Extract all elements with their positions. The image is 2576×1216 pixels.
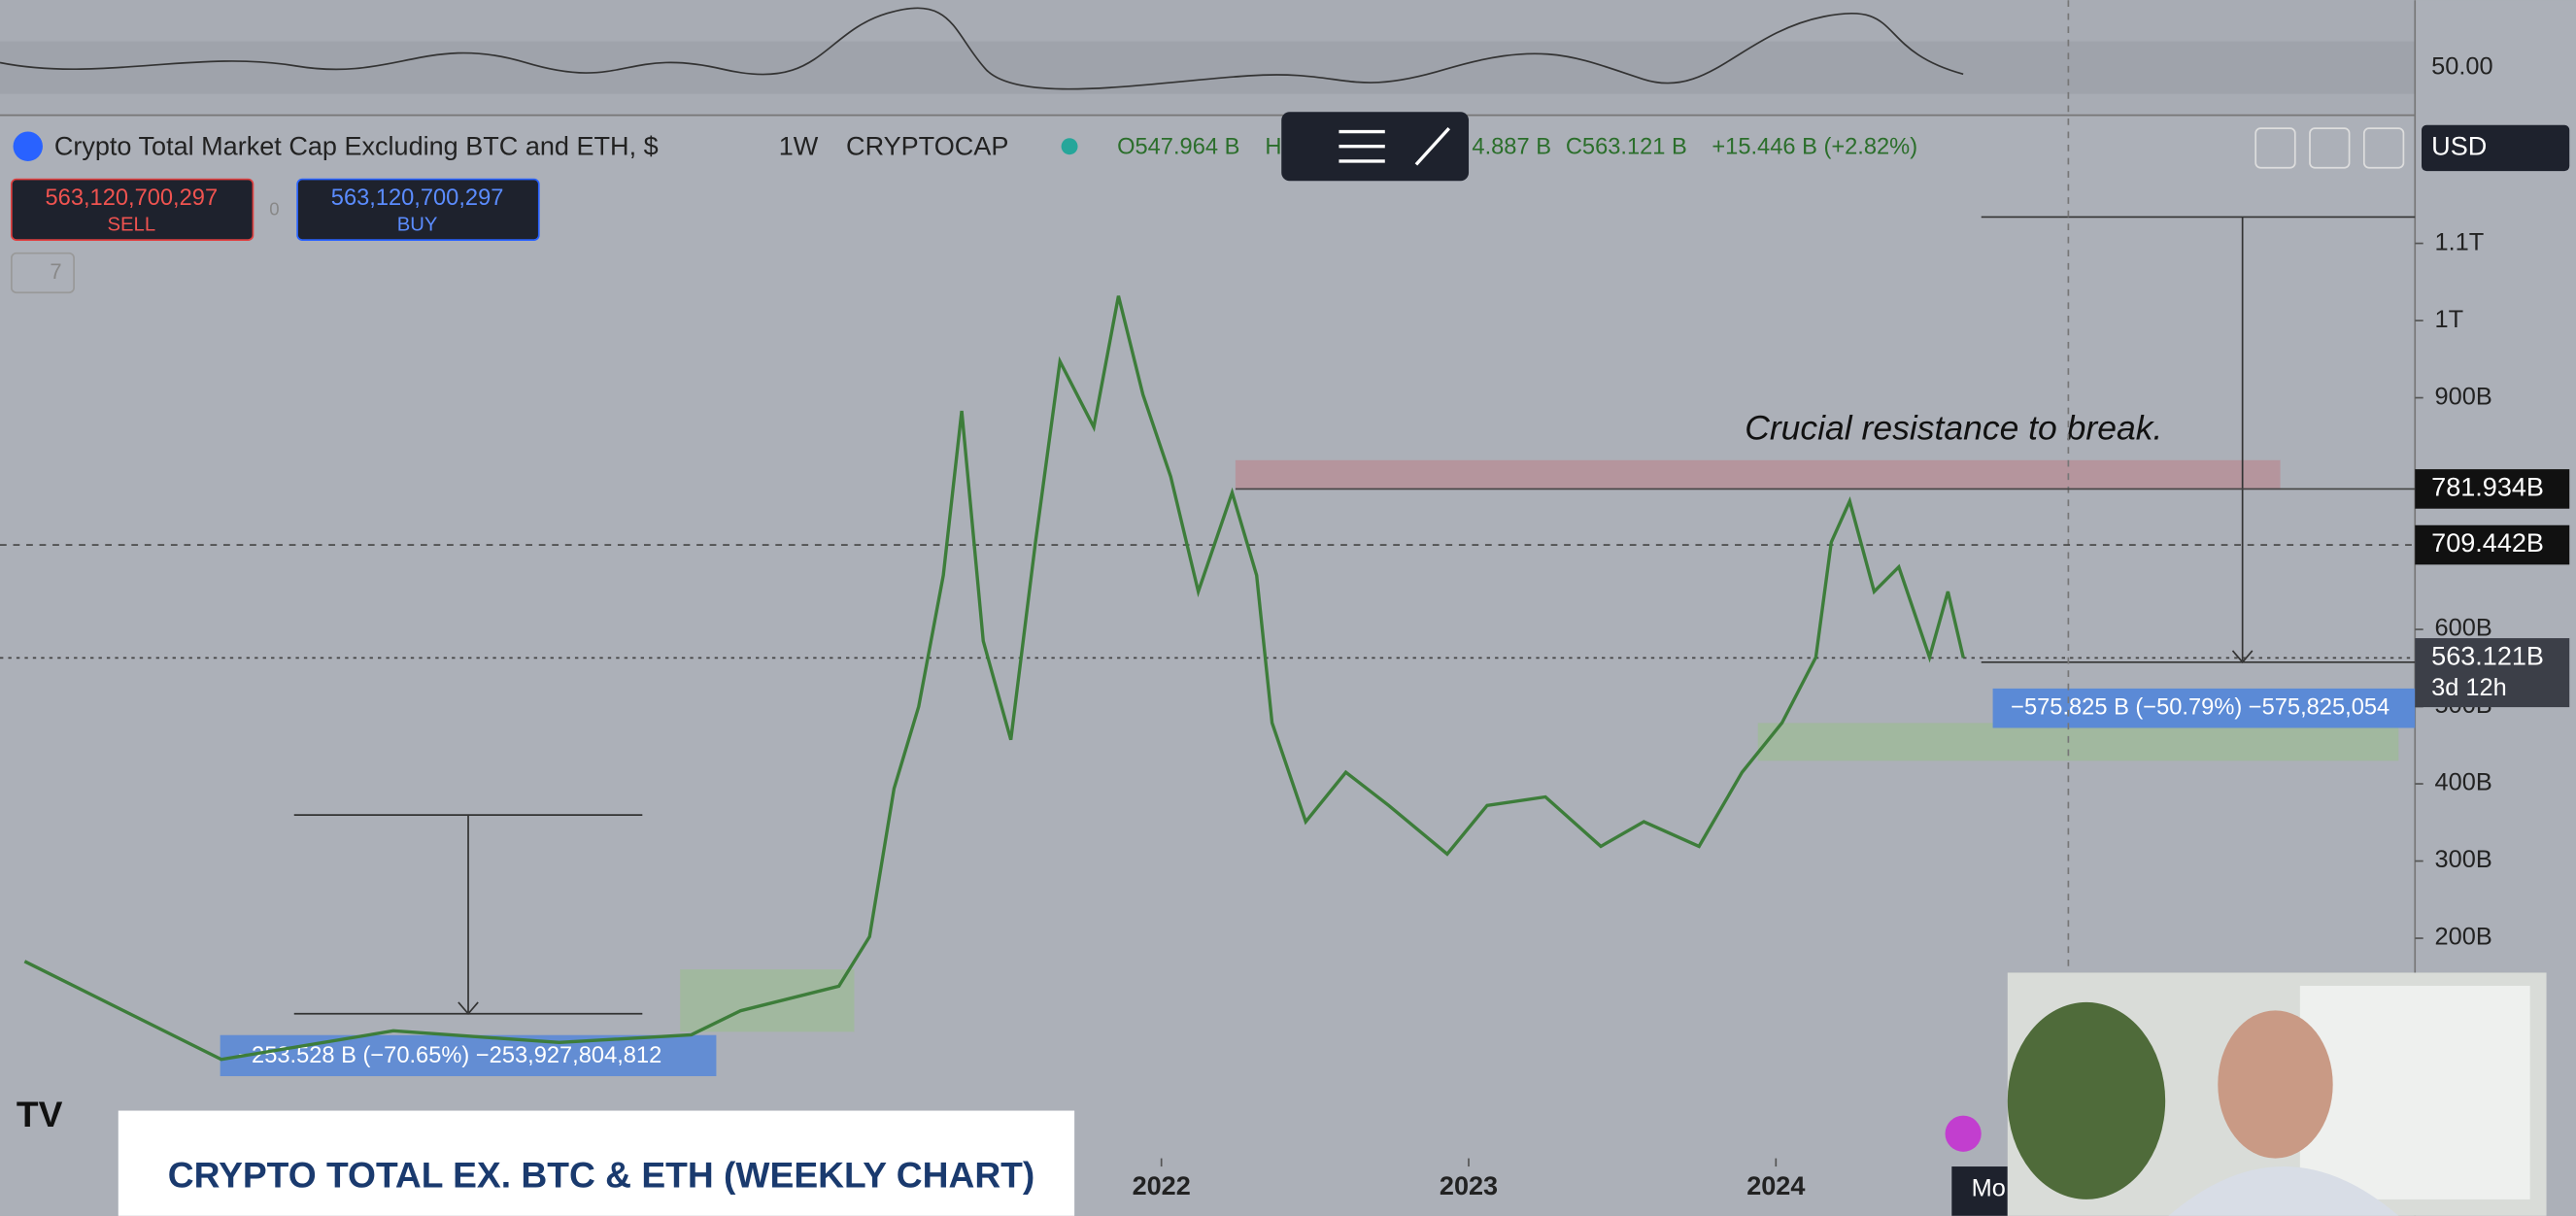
price-label: 563.121B xyxy=(2431,642,2544,671)
price-label: 781.934B xyxy=(2431,473,2544,502)
tab[interactable] xyxy=(1951,1166,2008,1216)
sell-button[interactable] xyxy=(10,178,254,241)
measure-lines xyxy=(1981,216,2416,664)
y-tick-label: 900B xyxy=(2435,383,2492,410)
symbol-icon xyxy=(13,131,43,161)
support-zone xyxy=(1757,723,2399,761)
webcam-window xyxy=(2299,986,2530,1199)
y-tick-label: 600B xyxy=(2435,615,2492,642)
price-line xyxy=(23,295,1965,1062)
interval: 1W xyxy=(779,132,819,161)
collapse-button[interactable] xyxy=(10,252,75,294)
tab-label: Mo xyxy=(1972,1174,2006,1201)
currency: USD xyxy=(2431,132,2487,161)
measure-box xyxy=(220,1034,717,1077)
symbol: Crypto Total Market Cap Excluding BTC an… xyxy=(54,132,659,161)
y-tick-label: 300B xyxy=(2435,846,2492,873)
exchange: CRYPTOCAP xyxy=(846,132,1008,161)
sell-label: SELL xyxy=(107,214,155,235)
ohlc-open: O547.964 B xyxy=(1117,135,1239,160)
resistance-zone xyxy=(1235,459,2281,490)
y-tick-label: 400B xyxy=(2435,769,2492,796)
ohlc-close: C563.121 B xyxy=(1566,135,1687,160)
y-tick-label: 200B xyxy=(2435,924,2492,951)
buy-label: BUY xyxy=(397,214,438,235)
measure-box xyxy=(1992,688,2416,728)
rsi-line xyxy=(0,7,1964,90)
webcam-person xyxy=(2218,1010,2333,1159)
x-tick-label: 2023 xyxy=(1440,1171,1498,1200)
collapse-count: 7 xyxy=(50,259,61,284)
spread: 0 xyxy=(269,199,279,220)
measure-label: −575.825 B (−50.79%) −575,825,054 xyxy=(2011,694,2390,720)
buy-button[interactable] xyxy=(296,178,540,241)
line-tool-icon[interactable] xyxy=(1414,126,1451,166)
measure-lines xyxy=(293,814,643,1016)
y-tick-label: 1T xyxy=(2435,306,2464,333)
x-tick-label: 2022 xyxy=(1133,1171,1191,1200)
price-label: 709.442B xyxy=(2431,528,2544,557)
button[interactable] xyxy=(2254,127,2296,169)
buy-price: 563,120,700,297 xyxy=(331,186,504,211)
annotation: Crucial resistance to break. xyxy=(1745,409,2162,448)
webcam-plant xyxy=(2007,1001,2166,1199)
countdown: 3d 12h xyxy=(2431,674,2507,701)
base-zone xyxy=(680,969,855,1032)
button[interactable] xyxy=(2362,127,2405,169)
toolbar-icon xyxy=(1339,129,1385,163)
rsi-band xyxy=(0,41,2416,94)
title-banner xyxy=(118,1110,1075,1216)
button[interactable] xyxy=(2309,127,2351,169)
currency-select[interactable] xyxy=(2422,124,2570,172)
price-label-box xyxy=(2415,638,2570,708)
price-label-box xyxy=(2415,469,2570,509)
measure-label: −253.528 B (−70.65%) −253,927,804,812 xyxy=(238,1043,661,1068)
rsi-label: 50.00 xyxy=(2431,52,2492,80)
y-tick-label: 1.1T xyxy=(2435,228,2485,255)
ohlc-high-rest: 4.887 B xyxy=(1472,135,1551,160)
icon[interactable] xyxy=(1945,1115,1982,1152)
status-dot xyxy=(1061,138,1078,155)
ohlc-change: +15.446 B (+2.82%) xyxy=(1712,135,1917,160)
logo: TV xyxy=(17,1094,63,1134)
ohlc-high: H xyxy=(1265,135,1281,160)
x-tick-label: 2024 xyxy=(1746,1171,1805,1200)
price-label-box xyxy=(2415,524,2570,565)
sell-price: 563,120,700,297 xyxy=(46,186,219,211)
chart-title: CRYPTO TOTAL EX. BTC & ETH (WEEKLY CHART… xyxy=(168,1155,1035,1196)
webcam-shirt xyxy=(2168,1166,2399,1216)
